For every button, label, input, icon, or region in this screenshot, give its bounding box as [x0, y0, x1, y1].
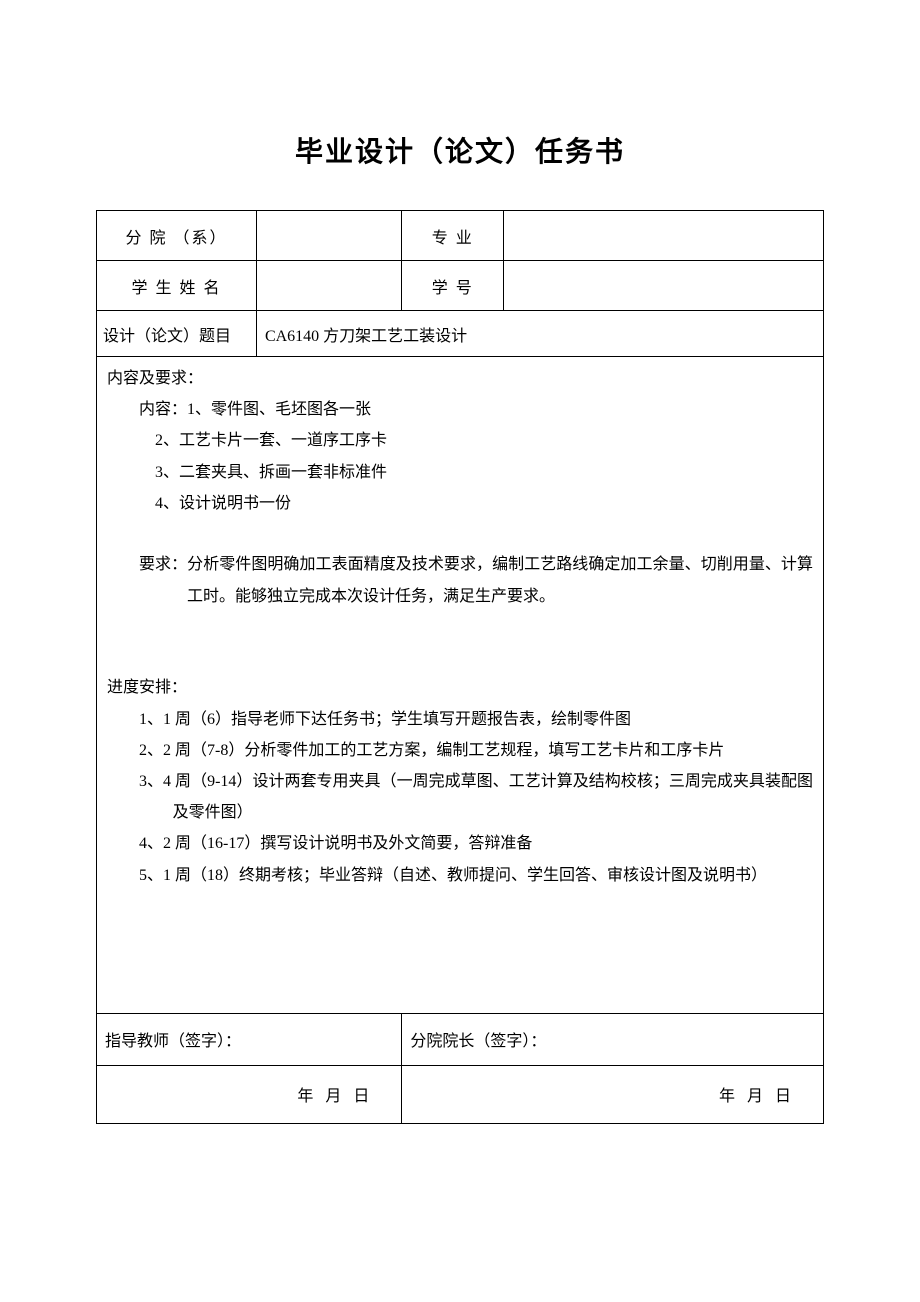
schedule-item-2: 2、2 周（7-8）分析零件加工的工艺方案，编制工艺规程，填写工艺卡片和工序卡片	[107, 735, 813, 766]
value-student-name[interactable]	[256, 261, 401, 311]
row-department: 分 院 （系） 专 业	[97, 211, 824, 261]
requirement-text: 要求：分析零件图明确加工表面精度及技术要求，编制工艺路线确定加工余量、切削用量、…	[107, 549, 813, 611]
spacer	[107, 612, 813, 642]
content-intro: 内容：1、零件图、毛坯图各一张	[107, 394, 813, 425]
label-student-name: 学 生 姓 名	[97, 261, 257, 311]
spacer	[107, 891, 813, 1003]
schedule-item-3: 3、4 周（9-14）设计两套专用夹具（一周完成草图、工艺计算及结构校核；三周完…	[107, 766, 813, 828]
label-dean-signature: 分院院长（签字）：	[402, 1013, 824, 1065]
spacer	[107, 642, 813, 672]
assignment-table: 分 院 （系） 专 业 学 生 姓 名 学 号 设计（论文）题目 CA6140 …	[96, 210, 824, 1124]
content-item-3: 4、设计说明书一份	[107, 488, 813, 519]
page-container: 毕业设计（论文）任务书 分 院 （系） 专 业 学 生 姓 名 学 号 设计（论…	[0, 0, 920, 1124]
label-advisor-signature: 指导教师（签字）：	[97, 1013, 402, 1065]
row-content: 内容及要求： 内容：1、零件图、毛坯图各一张 2、工艺卡片一套、一道序工序卡 3…	[97, 357, 824, 1014]
dean-date[interactable]: 年 月 日	[402, 1065, 824, 1123]
content-item-1: 2、工艺卡片一套、一道序工序卡	[107, 425, 813, 456]
document-title: 毕业设计（论文）任务书	[96, 130, 824, 170]
content-item-2: 3、二套夹具、拆画一套非标准件	[107, 457, 813, 488]
row-student: 学 生 姓 名 学 号	[97, 261, 824, 311]
label-department: 分 院 （系）	[97, 211, 257, 261]
schedule-item-4: 4、2 周（16-17）撰写设计说明书及外文简要，答辩准备	[107, 828, 813, 859]
schedule-heading: 进度安排：	[107, 672, 813, 703]
value-major[interactable]	[504, 211, 824, 261]
value-student-id[interactable]	[504, 261, 824, 311]
row-signatures: 指导教师（签字）： 分院院长（签字）：	[97, 1013, 824, 1065]
spacer	[107, 519, 813, 549]
row-topic: 设计（论文）题目 CA6140 方刀架工艺工装设计	[97, 311, 824, 357]
schedule-item-1: 1、1 周（6）指导老师下达任务书；学生填写开题报告表，绘制零件图	[107, 704, 813, 735]
advisor-date[interactable]: 年 月 日	[97, 1065, 402, 1123]
label-major: 专 业	[402, 211, 504, 261]
schedule-item-5: 5、1 周（18）终期考核；毕业答辩（自述、教师提问、学生回答、审核设计图及说明…	[107, 860, 813, 891]
content-cell: 内容及要求： 内容：1、零件图、毛坯图各一张 2、工艺卡片一套、一道序工序卡 3…	[97, 357, 824, 1014]
value-department[interactable]	[256, 211, 401, 261]
row-dates: 年 月 日 年 月 日	[97, 1065, 824, 1123]
value-topic: CA6140 方刀架工艺工装设计	[256, 311, 823, 357]
content-heading: 内容及要求：	[107, 363, 813, 394]
label-student-id: 学 号	[402, 261, 504, 311]
label-topic: 设计（论文）题目	[97, 311, 257, 357]
